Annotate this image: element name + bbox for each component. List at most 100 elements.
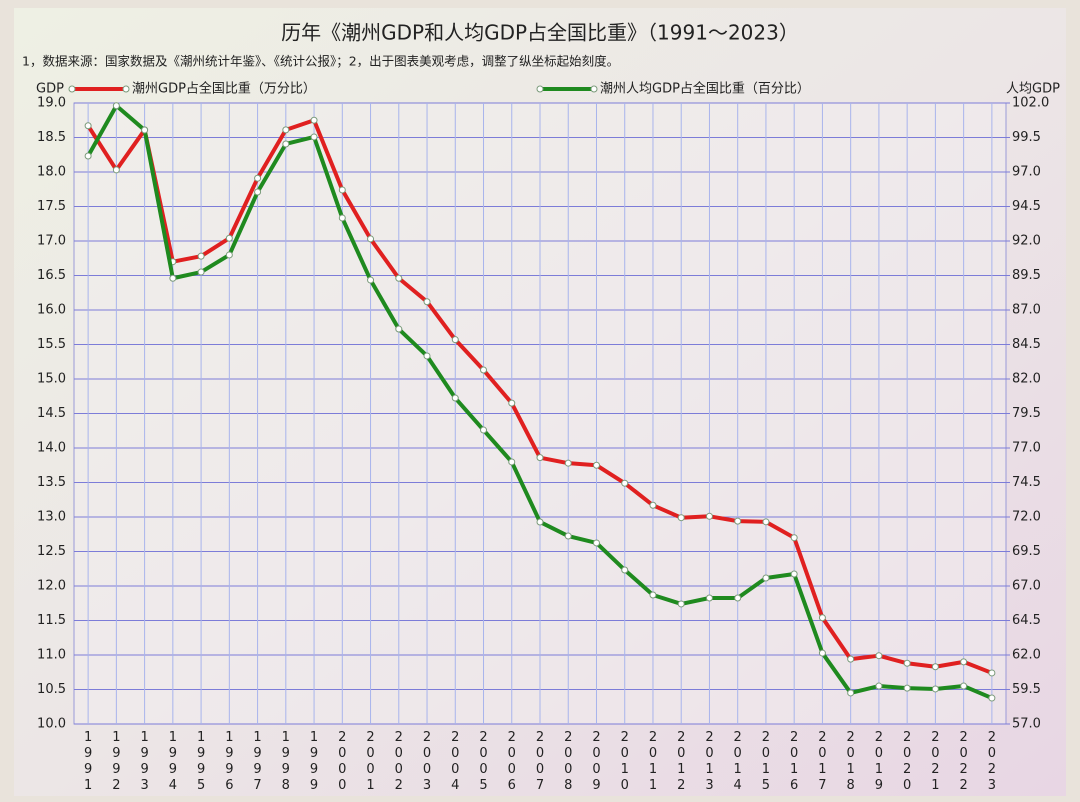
y-tick-label: 16.5 [37,268,66,283]
point [338,214,346,222]
y2-tick-label: 74.5 [1012,475,1041,490]
y2-tick-label: 102.0 [1012,96,1049,111]
point [875,682,883,690]
point [367,276,375,284]
x-tick-label: 1996 [222,730,237,794]
point [310,133,318,141]
point [197,268,205,276]
y2-tick-label: 62.0 [1012,648,1041,663]
point [705,594,713,602]
x-tick-label: 2011 [645,730,660,794]
y-tick-label: 15.0 [37,372,66,387]
y2-tick-label: 82.0 [1012,372,1041,387]
point [112,166,120,174]
y2-tick-label: 84.5 [1012,337,1041,352]
point [254,174,262,182]
point [395,274,403,282]
y2-tick-label: 79.5 [1012,406,1041,421]
point [367,235,375,243]
point [621,566,629,574]
point [423,298,431,306]
y2-tick-label: 57.0 [1012,717,1041,732]
y-axis-label: GDP [36,82,64,97]
point [508,458,516,466]
x-tick-label: 2022 [956,730,971,794]
point [197,252,205,260]
point [169,274,177,282]
point [451,394,459,402]
point [649,591,657,599]
point [988,669,996,677]
point [847,655,855,663]
y-tick-label: 12.0 [37,579,66,594]
point [564,532,572,540]
x-tick-label: 1997 [250,730,265,794]
point [480,426,488,434]
y-tick-label: 17.0 [37,234,66,249]
point [282,126,290,134]
y-tick-label: 15.5 [37,337,66,352]
point [818,614,826,622]
point [649,501,657,509]
y-tick-label: 18.5 [37,130,66,145]
x-tick-label: 2013 [702,730,717,794]
point [677,514,685,522]
y-tick-label: 14.5 [37,406,66,421]
x-tick-label: 2018 [843,730,858,794]
x-tick-label: 1993 [137,730,152,794]
x-tick-label: 2001 [363,730,378,794]
subtitle: 1，数据来源：国家数据及《潮州统计年鉴》、《统计公报》；2，出于图表美观考虑，调… [22,54,619,69]
legend-marker [590,85,598,93]
y-tick-label: 11.5 [37,613,66,628]
y2-tick-label: 59.5 [1012,682,1041,697]
point [818,649,826,657]
point [141,126,149,134]
x-tick-label: 1999 [307,730,322,794]
point [338,186,346,194]
x-tick-label: 2008 [561,730,576,794]
point [931,663,939,671]
legend-label: 潮州人均GDP占全国比重（百分比） [600,81,810,97]
point [762,518,770,526]
point [112,102,120,110]
point [282,140,290,148]
point [508,399,516,407]
x-tick-label: 2002 [391,730,406,794]
x-tick-label: 1992 [109,730,124,794]
y-tick-label: 13.5 [37,475,66,490]
y-tick-label: 17.5 [37,199,66,214]
point [480,366,488,374]
y2-tick-label: 99.5 [1012,130,1041,145]
x-tick-label: 1995 [194,730,209,794]
point [790,534,798,542]
point [931,685,939,693]
point [960,682,968,690]
point [592,539,600,547]
x-tick-label: 1998 [278,730,293,794]
y2-tick-label: 97.0 [1012,165,1041,180]
point [225,251,233,259]
x-tick-label: 2023 [984,730,999,794]
y2-tick-label: 69.5 [1012,544,1041,559]
legend-marker [536,85,544,93]
x-tick-label: 2006 [504,730,519,794]
legend-label: 潮州GDP占全国比重（万分比） [132,81,316,97]
y-tick-label: 10.5 [37,682,66,697]
x-tick-label: 2014 [730,730,745,794]
point [423,352,431,360]
x-tick-label: 2004 [448,730,463,794]
x-tick-label: 2009 [589,730,604,794]
y2-tick-label: 64.5 [1012,613,1041,628]
point [875,652,883,660]
x-tick-label: 1991 [81,730,96,794]
x-tick-label: 2020 [900,730,915,794]
y2-tick-label: 67.0 [1012,579,1041,594]
point [225,234,233,242]
point [84,152,92,160]
point [677,600,685,608]
x-tick-label: 2007 [533,730,548,794]
x-tick-label: 2016 [787,730,802,794]
y2-axis-label: 人均GDP [1006,82,1060,97]
y2-tick-label: 72.0 [1012,510,1041,525]
